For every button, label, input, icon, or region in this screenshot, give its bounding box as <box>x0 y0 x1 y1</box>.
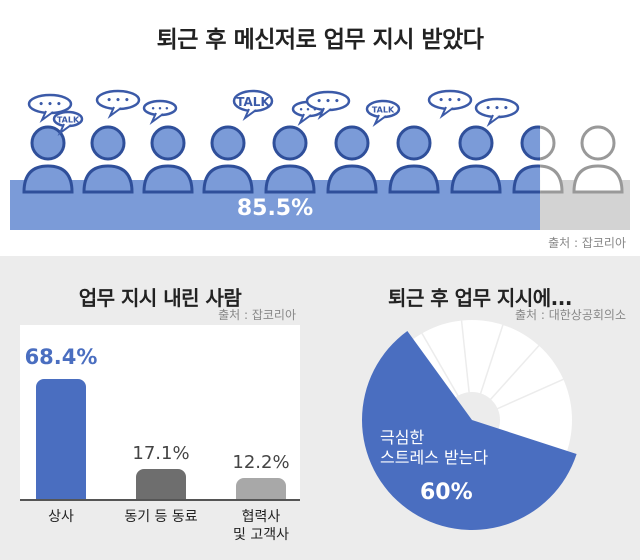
speech-bubble-text: TALK <box>372 106 395 115</box>
bar-category-label: 동기 등 동료 <box>124 509 198 525</box>
bar-value-label: 12.2% <box>232 451 290 473</box>
right-source: 출처 : 대한상공회의소 <box>514 308 626 322</box>
speech-bubble-icon: • • • <box>305 90 351 121</box>
bar-chart-axis <box>20 499 300 501</box>
speech-bubble-text: TALK <box>57 116 80 125</box>
pie-chart <box>361 320 577 530</box>
people-illustration: • • •TALK• • •• • • TALK• • •• • •TALK• •… <box>22 89 624 194</box>
top-source: 출처 : 잡코리아 <box>548 236 626 250</box>
top-bar-value-label: 85.5% <box>236 196 314 221</box>
speech-bubble-text: • • • <box>299 106 317 114</box>
speech-bubble-icon: TALK <box>52 110 84 137</box>
person-icon <box>450 125 502 194</box>
bar <box>136 469 186 499</box>
left-source: 출처 : 잡코리아 <box>218 308 296 322</box>
pie-slice-value-label: 60% <box>420 480 473 505</box>
person-icon <box>202 125 254 194</box>
left-chart-title: 업무 지시 내린 사람 <box>78 286 242 310</box>
speech-bubble-text: • • • <box>151 105 169 113</box>
speech-bubble-text: TALK <box>236 95 270 109</box>
speech-bubble-text: • • • <box>485 104 509 114</box>
person-icon <box>572 125 624 194</box>
bar-value-label: 17.1% <box>132 443 190 465</box>
person-icon <box>22 125 74 194</box>
speech-bubble-icon: • • • <box>142 99 178 126</box>
speech-bubble-icon: • • • <box>474 97 520 128</box>
speech-bubble-icon: TALK <box>232 89 274 122</box>
speech-bubble-text: • • • <box>316 97 340 107</box>
person-icon <box>326 125 378 194</box>
speech-bubble-text: • • • <box>106 96 130 106</box>
top-chart-title: 퇴근 후 메신저로 업무 지시 받았다 <box>156 27 484 53</box>
bar <box>236 477 286 499</box>
speech-bubble-icon: • • • <box>95 89 141 120</box>
person-icon <box>142 125 194 194</box>
pie-slice <box>361 331 577 530</box>
person-icon <box>82 125 134 194</box>
bar-value-label: 68.4% <box>24 345 98 370</box>
speech-bubble-text: • • • <box>38 100 62 110</box>
bar <box>36 379 86 499</box>
right-chart-title: 퇴근 후 업무 지시에... <box>388 286 572 310</box>
speech-bubble-icon: • • • <box>427 89 473 120</box>
bar-category-label: 상사 <box>48 509 74 525</box>
speech-bubble-icon: TALK <box>365 99 401 128</box>
pie-slice-label: 극심한 스트레스 받는다 <box>380 428 489 467</box>
speech-bubble-text: • • • <box>438 96 462 106</box>
person-icon <box>264 125 316 194</box>
person-icon <box>388 125 440 194</box>
bar-category-label: 협력사 및 고객사 <box>233 509 289 543</box>
speech-bubble-icon: • • • <box>27 93 73 124</box>
person-icon <box>512 125 564 194</box>
